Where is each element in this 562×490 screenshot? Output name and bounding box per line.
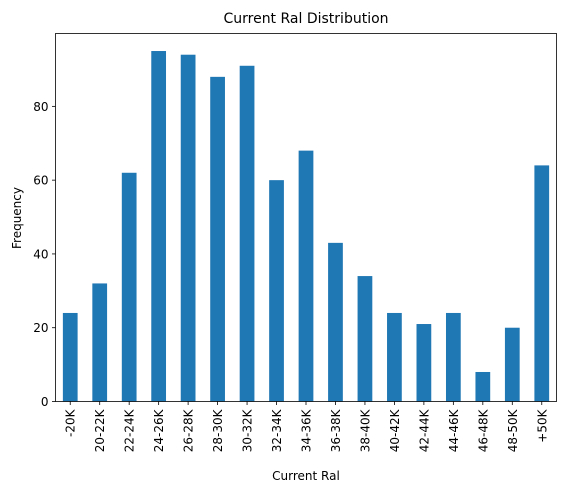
x-tick-label: 22-24K [123,408,137,452]
bar-42-44K [416,324,432,402]
bar-32-34K [269,180,284,402]
x-tick-label: 40-42K [388,408,402,452]
x-tick-label: 32-34K [270,408,284,452]
x-tick-label: 38-40K [358,408,372,452]
x-tick-label: 48-50K [506,408,520,452]
y-axis-label: Frequency [10,187,24,249]
bar-34-36K [298,150,314,402]
x-tick-label: 28-30K [211,408,225,452]
y-tick-label: 40 [33,247,48,261]
y-axis: 0 20 40 60 80 [33,100,56,409]
bar-+50K [534,165,550,402]
x-tick-label: 30-32K [241,408,255,452]
x-tick-label: 44-46K [447,408,461,452]
bar-28-30K [210,76,225,402]
x-tick-label: +50K [535,408,549,442]
bar-48-50K [504,327,520,402]
x-tick-label: 26-28K [182,408,196,452]
bars-layer [62,51,550,402]
bar-46-48K [475,371,491,402]
y-tick-label: 60 [33,174,48,188]
bar-36-38K [328,242,343,402]
y-tick-label: 20 [33,321,48,335]
x-tick-label: 42-44K [417,408,431,452]
y-tick-label: 80 [33,100,48,114]
x-tick-label: -20K [64,408,78,437]
bar-20-22K [92,283,108,402]
chart-title: Current Ral Distribution [223,11,388,27]
x-tick-label: 46-48K [476,408,490,452]
x-tick-label: 24-26K [152,408,166,452]
x-axis-label: Current Ral [272,469,340,483]
bar-26-28K [180,54,196,402]
bar-40-42K [387,312,402,402]
bar-22-24K [121,172,137,402]
x-tick-label: 34-36K [300,408,314,452]
bar--20K [62,312,78,402]
x-tick-label: 36-38K [329,408,343,452]
y-tick-label: 0 [41,395,49,409]
bar-38-40K [357,276,373,402]
x-tick-label: 20-22K [93,408,107,452]
x-axis: -20K 20-22K 22-24K 24-26K 26-28K 28-30K 30-32K… [64,401,549,452]
bar-24-26K [151,51,167,402]
bar-44-46K [445,312,461,402]
bar-30-32K [239,65,255,402]
